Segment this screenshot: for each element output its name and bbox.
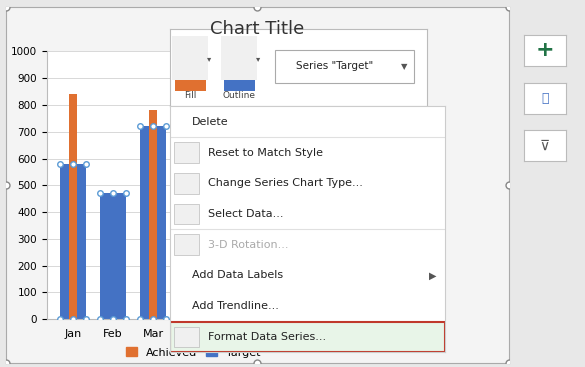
FancyBboxPatch shape: [170, 322, 445, 352]
FancyBboxPatch shape: [174, 142, 198, 163]
Bar: [68, 94, 77, 319]
Text: Change Series Chart Type...: Change Series Chart Type...: [208, 178, 363, 188]
Bar: [140, 126, 166, 319]
Text: ▾: ▾: [208, 54, 212, 63]
Bar: [229, 70, 238, 319]
FancyBboxPatch shape: [174, 327, 198, 348]
FancyBboxPatch shape: [174, 204, 198, 225]
Text: Delete: Delete: [192, 117, 228, 127]
Text: Reset to Match Style: Reset to Match Style: [208, 148, 323, 157]
Text: ▼: ▼: [401, 62, 407, 71]
Text: Add Trendline...: Add Trendline...: [192, 301, 278, 311]
Text: Outline: Outline: [223, 91, 256, 100]
Text: Add Data Labels: Add Data Labels: [192, 270, 283, 280]
FancyBboxPatch shape: [174, 173, 198, 194]
Text: ⊽: ⊽: [539, 139, 550, 153]
Bar: [60, 164, 86, 319]
Bar: [100, 193, 126, 319]
Bar: [220, 207, 246, 319]
Text: 3-D Rotation...: 3-D Rotation...: [208, 240, 288, 250]
Bar: [260, 148, 286, 319]
FancyBboxPatch shape: [175, 80, 206, 91]
Text: 🖌: 🖌: [541, 92, 548, 105]
FancyBboxPatch shape: [221, 36, 257, 80]
FancyBboxPatch shape: [223, 80, 254, 91]
Text: Fill: Fill: [184, 91, 197, 100]
Bar: [269, 124, 277, 319]
Text: Select Data...: Select Data...: [208, 209, 284, 219]
Text: ▾: ▾: [256, 54, 260, 63]
Bar: [180, 121, 206, 319]
Legend: Achieved, Target: Achieved, Target: [121, 343, 265, 362]
FancyBboxPatch shape: [174, 234, 198, 255]
FancyBboxPatch shape: [172, 36, 208, 80]
Bar: [300, 99, 326, 319]
Bar: [149, 110, 157, 319]
Text: Format Data Series...: Format Data Series...: [208, 332, 326, 342]
Text: Chart Title: Chart Title: [210, 20, 305, 39]
Bar: [309, 99, 318, 319]
FancyBboxPatch shape: [275, 50, 414, 83]
Text: Series "Target": Series "Target": [296, 61, 373, 71]
Text: +: +: [535, 40, 554, 61]
Text: ▶: ▶: [429, 270, 436, 280]
